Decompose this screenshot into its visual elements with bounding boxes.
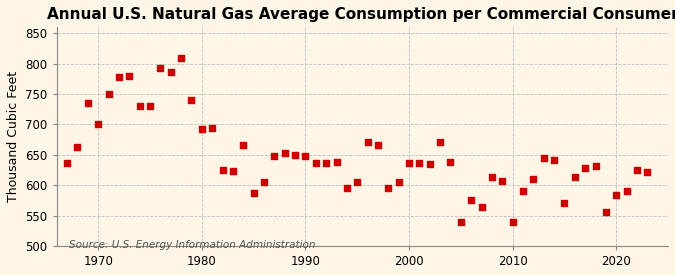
Title: Annual U.S. Natural Gas Average Consumption per Commercial Consumer: Annual U.S. Natural Gas Average Consumpt… (47, 7, 675, 22)
Point (352, 180, 362, 185)
Text: Source: U.S. Energy Information Administration: Source: U.S. Energy Information Administ… (69, 240, 315, 251)
Point (404, 161, 414, 166)
Point (487, 175, 497, 180)
Point (217, 168, 228, 172)
Point (300, 154, 310, 158)
Point (549, 158, 560, 163)
Point (580, 166, 591, 170)
Point (186, 98, 197, 102)
Point (144, 104, 155, 108)
Point (632, 168, 643, 172)
Point (394, 179, 404, 184)
Point (373, 143, 383, 147)
Point (590, 164, 601, 169)
Point (238, 142, 248, 147)
Point (414, 161, 425, 166)
Point (559, 201, 570, 205)
Point (456, 219, 466, 224)
Point (103, 92, 114, 96)
Point (93, 122, 104, 127)
Point (82, 100, 93, 105)
Point (445, 160, 456, 164)
Point (290, 153, 300, 157)
Point (248, 190, 259, 195)
Point (425, 162, 435, 166)
Point (435, 140, 446, 144)
Point (621, 189, 632, 193)
Point (362, 140, 373, 144)
Point (342, 186, 352, 190)
Point (518, 189, 529, 193)
Point (642, 170, 653, 174)
Point (165, 70, 176, 75)
Point (528, 177, 539, 182)
Point (539, 156, 549, 160)
Point (331, 160, 342, 164)
Point (134, 104, 145, 108)
Point (466, 198, 477, 203)
Point (570, 175, 580, 179)
Point (259, 179, 269, 184)
Point (113, 75, 124, 79)
Point (310, 161, 321, 165)
Point (507, 219, 518, 224)
Point (196, 126, 207, 131)
Point (176, 56, 186, 60)
Point (321, 161, 331, 165)
Point (383, 186, 394, 190)
Point (279, 151, 290, 155)
Point (476, 205, 487, 209)
Point (497, 179, 508, 183)
Point (155, 66, 166, 70)
Point (269, 154, 279, 158)
Point (61, 161, 72, 165)
Y-axis label: Thousand Cubic Feet: Thousand Cubic Feet (7, 71, 20, 202)
Point (72, 145, 83, 149)
Point (124, 74, 135, 79)
Point (601, 210, 612, 214)
Point (207, 126, 217, 130)
Point (611, 193, 622, 197)
Point (227, 169, 238, 173)
